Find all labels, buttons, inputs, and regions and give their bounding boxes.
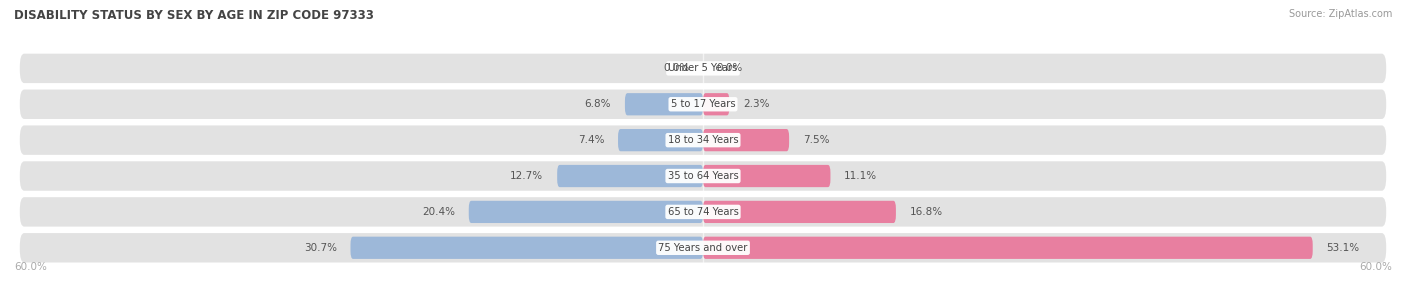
Text: 18 to 34 Years: 18 to 34 Years — [668, 135, 738, 145]
FancyBboxPatch shape — [624, 93, 703, 116]
Text: 7.4%: 7.4% — [578, 135, 605, 145]
Text: DISABILITY STATUS BY SEX BY AGE IN ZIP CODE 97333: DISABILITY STATUS BY SEX BY AGE IN ZIP C… — [14, 9, 374, 22]
Text: 60.0%: 60.0% — [1360, 262, 1392, 272]
Text: Under 5 Years: Under 5 Years — [668, 63, 738, 73]
FancyBboxPatch shape — [557, 165, 703, 187]
FancyBboxPatch shape — [703, 237, 1313, 259]
Text: 53.1%: 53.1% — [1326, 243, 1360, 253]
Text: 7.5%: 7.5% — [803, 135, 830, 145]
FancyBboxPatch shape — [703, 201, 896, 223]
FancyBboxPatch shape — [703, 93, 730, 116]
Text: 60.0%: 60.0% — [14, 262, 46, 272]
Text: 6.8%: 6.8% — [585, 99, 612, 109]
Text: 30.7%: 30.7% — [304, 243, 336, 253]
FancyBboxPatch shape — [20, 54, 1386, 83]
FancyBboxPatch shape — [20, 126, 1386, 155]
FancyBboxPatch shape — [619, 129, 703, 151]
Text: 2.3%: 2.3% — [744, 99, 769, 109]
Text: 0.0%: 0.0% — [717, 63, 742, 73]
FancyBboxPatch shape — [703, 129, 789, 151]
Text: 0.0%: 0.0% — [664, 63, 689, 73]
Text: 65 to 74 Years: 65 to 74 Years — [668, 207, 738, 217]
Text: 5 to 17 Years: 5 to 17 Years — [671, 99, 735, 109]
Text: 16.8%: 16.8% — [910, 207, 943, 217]
Text: 12.7%: 12.7% — [510, 171, 543, 181]
Text: Source: ZipAtlas.com: Source: ZipAtlas.com — [1288, 9, 1392, 19]
Text: 11.1%: 11.1% — [844, 171, 877, 181]
FancyBboxPatch shape — [350, 237, 703, 259]
FancyBboxPatch shape — [20, 233, 1386, 262]
Text: 35 to 64 Years: 35 to 64 Years — [668, 171, 738, 181]
FancyBboxPatch shape — [468, 201, 703, 223]
FancyBboxPatch shape — [20, 197, 1386, 226]
Text: 75 Years and over: 75 Years and over — [658, 243, 748, 253]
FancyBboxPatch shape — [20, 161, 1386, 191]
FancyBboxPatch shape — [703, 165, 831, 187]
FancyBboxPatch shape — [20, 90, 1386, 119]
Text: 20.4%: 20.4% — [422, 207, 456, 217]
